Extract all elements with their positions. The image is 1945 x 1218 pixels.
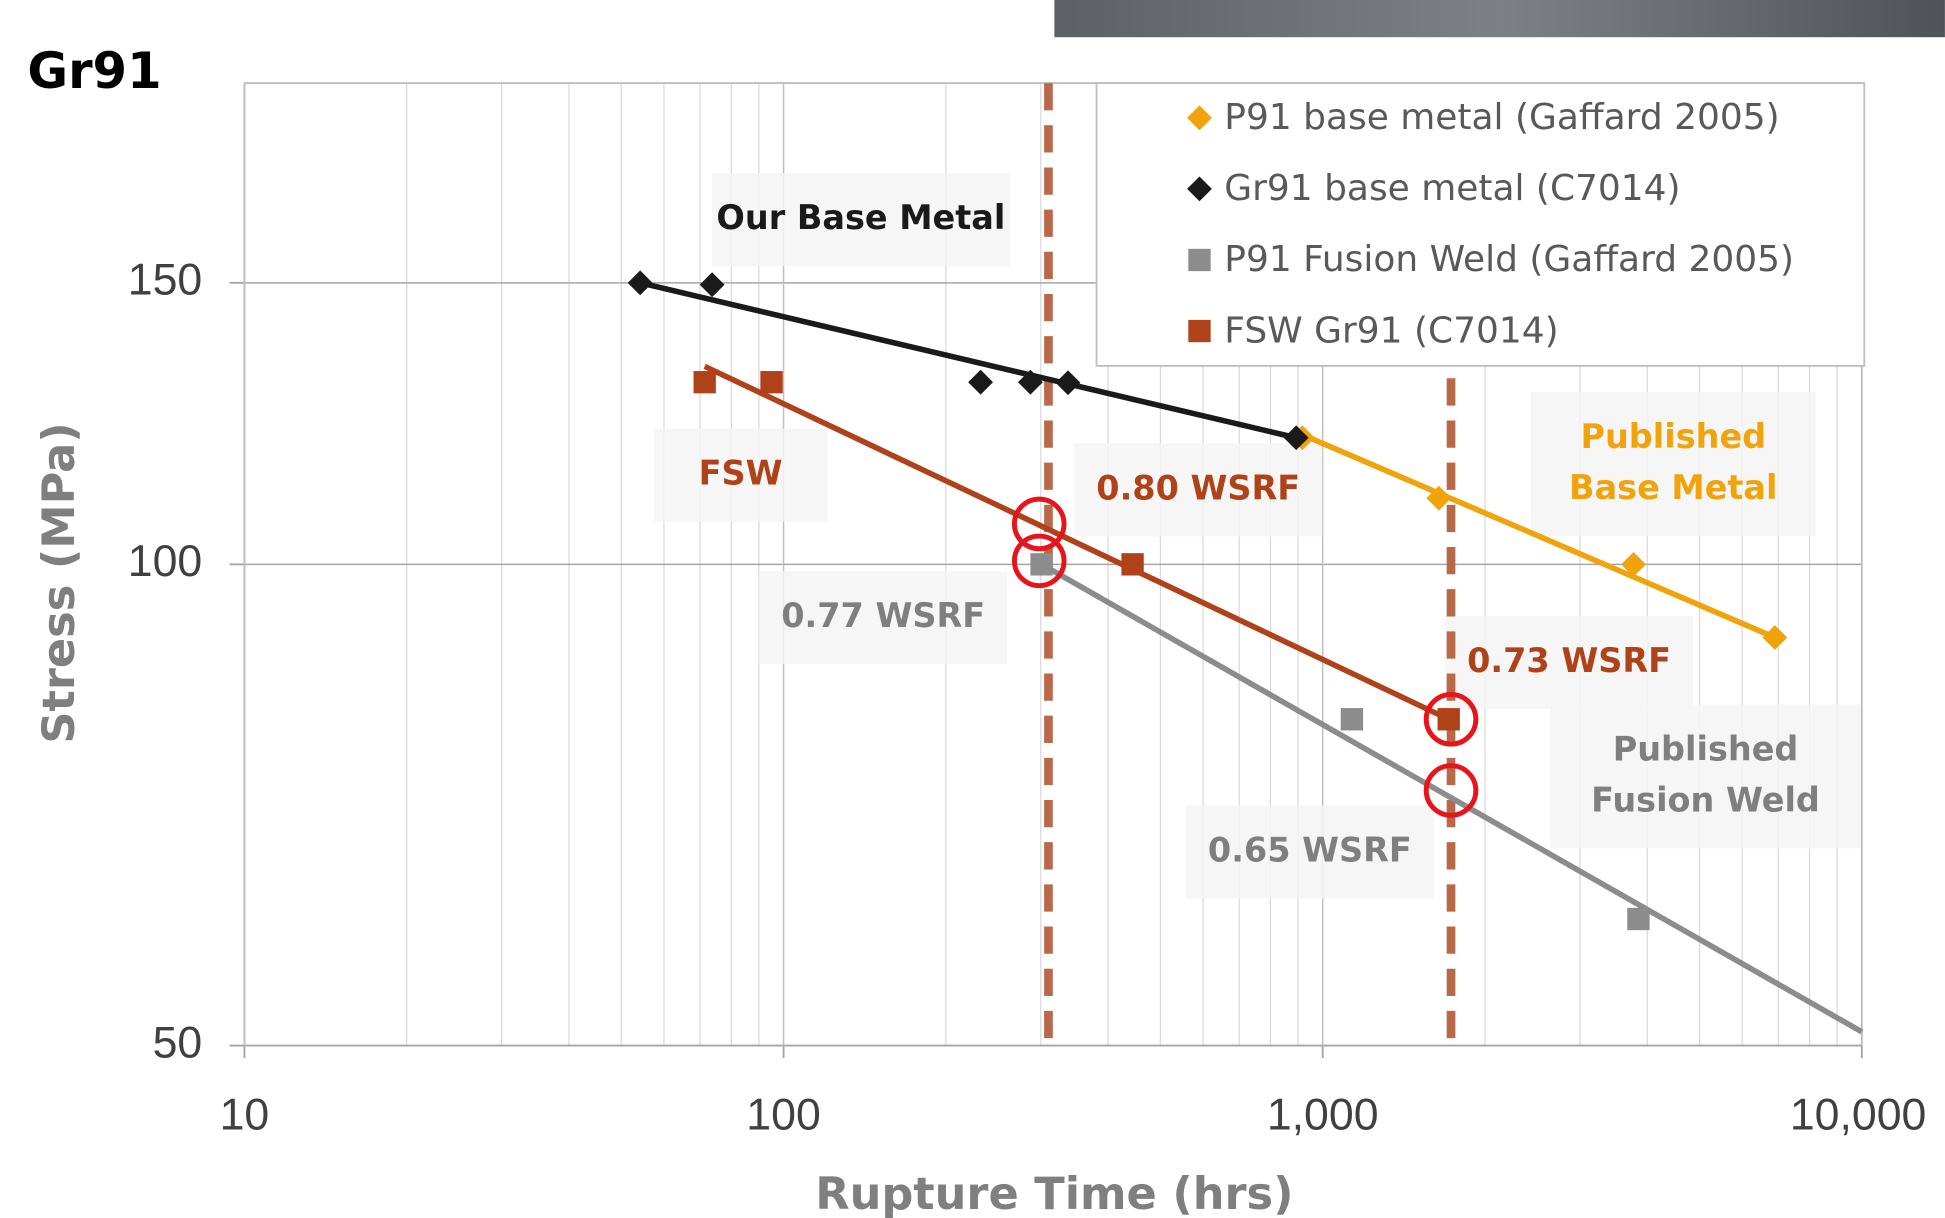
data-point [628,270,653,295]
annotation-text: Our Base Metal [716,198,1005,237]
annotation-text: Fusion Weld [1591,780,1820,819]
x-tick-label: 1,000 [1267,1090,1379,1139]
photo-strip [1054,0,1945,37]
page: Gr91 Stress (MPa) Rupture Time (hrs) 50 1… [0,0,1945,1218]
data-point [694,371,716,393]
annotation-text: 0.73 WSRF [1467,641,1671,680]
annotation-text: 0.77 WSRF [781,596,985,635]
legend-label: Gr91 base metal (C7014) [1224,168,1680,209]
data-point [1030,553,1052,575]
legend-label: FSW Gr91 (C7014) [1224,310,1558,351]
data-point [760,371,782,393]
data-point [1762,625,1787,650]
legend: P91 base metal (Gaffard 2005) Gr91 base m… [1097,83,1865,366]
y-tick-label: 100 [128,537,202,586]
data-point [1056,370,1081,395]
x-tick-label: 100 [746,1090,820,1139]
chart: Gr91 Stress (MPa) Rupture Time (hrs) 50 1… [0,0,1945,1218]
data-point [700,272,725,297]
y-tick-label: 50 [153,1018,203,1067]
trend-line [705,366,1449,719]
data-point [968,370,993,395]
annotation-text: 0.80 WSRF [1096,468,1300,507]
data-point [1121,553,1143,575]
legend-label: P91 base metal (Gaffard 2005) [1224,97,1779,138]
y-tick-label: 150 [128,256,202,305]
annotation-text: Published [1580,417,1766,456]
annotation-box [1550,705,1860,849]
y-axis-title: Stress (MPa) [33,422,85,743]
legend-label: P91 Fusion Weld (Gaffard 2005) [1224,239,1794,280]
x-axis-title: Rupture Time (hrs) [815,1168,1293,1218]
panel-label: Gr91 [27,42,161,100]
legend-marker [1188,320,1210,342]
annotation-box [1531,392,1816,536]
x-tick-label: 10 [220,1090,270,1139]
annotation-text: FSW [699,454,783,493]
legend-marker [1188,249,1210,271]
x-tick-label: 10,000 [1790,1090,1927,1139]
annotation-text: 0.65 WSRF [1208,831,1412,870]
annotation-text: Base Metal [1569,468,1777,507]
data-point [1627,908,1649,930]
data-point [1341,708,1363,730]
annotation-text: Published [1613,730,1799,769]
data-point [1438,708,1460,730]
